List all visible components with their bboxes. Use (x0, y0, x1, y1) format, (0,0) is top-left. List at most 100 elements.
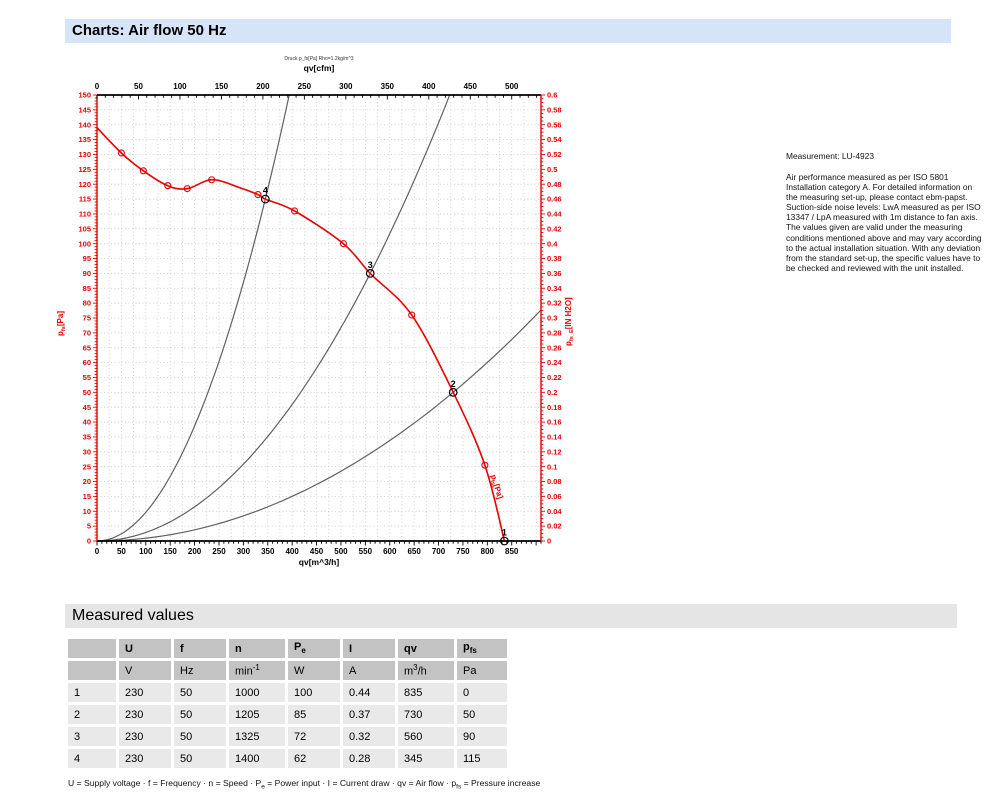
grid (97, 95, 541, 541)
airflow-chart-svg: 0510152025303540455055606570758085909510… (56, 56, 575, 567)
chart-small-title: Druck p_fs[Pa] Rho=1.2kg/m^3 (284, 56, 353, 62)
svg-text:115: 115 (79, 195, 91, 204)
svg-text:10: 10 (83, 507, 91, 516)
svg-text:0.32: 0.32 (547, 299, 562, 308)
svg-text:0.48: 0.48 (547, 180, 562, 189)
svg-text:0.5: 0.5 (547, 165, 557, 174)
svg-text:20: 20 (83, 477, 91, 486)
svg-text:75: 75 (83, 314, 91, 323)
svg-text:250: 250 (298, 82, 312, 91)
svg-text:0.04: 0.04 (547, 507, 562, 516)
svg-text:0.02: 0.02 (547, 522, 562, 531)
svg-text:0.24: 0.24 (547, 358, 562, 367)
svg-text:150: 150 (78, 91, 91, 100)
measurement-id: Measurement: LU-4923 (786, 151, 874, 161)
svg-text:0.26: 0.26 (547, 343, 562, 352)
data-point-marker (481, 461, 489, 469)
table-cell: 85 (288, 705, 340, 724)
svg-text:50: 50 (117, 547, 126, 556)
operating-point-marker-3 (365, 268, 375, 278)
column-unit: Hz (174, 661, 226, 680)
measured-values-title: Measured values (65, 604, 957, 628)
svg-text:40: 40 (83, 418, 91, 427)
column-unit: m3/h (398, 661, 454, 680)
svg-text:135: 135 (78, 135, 91, 144)
svg-text:200: 200 (188, 547, 202, 556)
bottom-axis-title: qv[m^3/h] (299, 557, 340, 567)
svg-text:0.2: 0.2 (547, 388, 557, 397)
table-cell: 50 (457, 705, 507, 724)
table-cell: 0.28 (343, 749, 395, 768)
svg-text:140: 140 (78, 120, 91, 129)
chart-titles: Druck p_fs[Pa] Rho=1.2kg/m^3qv[cfm] qv[m^… (56, 56, 575, 567)
table-cell: 1000 (229, 683, 285, 702)
svg-text:0.38: 0.38 (547, 254, 562, 263)
system-curve-3 (96, 94, 451, 542)
svg-text:0.6: 0.6 (547, 91, 557, 100)
table-cell: 730 (398, 705, 454, 724)
table-cell: 1205 (229, 705, 285, 724)
table-row: 1 230 50 1000 100 0.44 835 0 (68, 683, 507, 702)
svg-text:0: 0 (547, 537, 551, 546)
table-row: 3 230 50 1325 72 0.32 560 90 (68, 727, 507, 746)
svg-text:0.1: 0.1 (547, 462, 557, 471)
svg-text:300: 300 (339, 82, 353, 91)
svg-text:400: 400 (285, 547, 299, 556)
fan-curve-markers (117, 149, 489, 469)
column-header (68, 639, 116, 658)
column-unit: min-1 (229, 661, 285, 680)
table-row: 4 230 50 1400 62 0.28 345 115 (68, 749, 507, 768)
table-cell: 72 (288, 727, 340, 746)
data-point-marker (208, 176, 216, 184)
table-cell: 0.44 (343, 683, 395, 702)
svg-text:5: 5 (87, 522, 91, 531)
operating-point-marker-2 (448, 387, 458, 397)
legend-text: = Power input · I = Current draw · qv = … (264, 778, 457, 788)
svg-text:100: 100 (173, 82, 187, 91)
operating-point-label-2: 2 (451, 379, 456, 389)
svg-text:0.52: 0.52 (547, 150, 562, 159)
table-cell: 62 (288, 749, 340, 768)
left-axis-title: pfs[Pa] (56, 311, 67, 336)
legend-subscript: e (261, 783, 265, 791)
svg-text:45: 45 (83, 403, 91, 412)
svg-text:70: 70 (83, 328, 91, 337)
svg-text:450: 450 (310, 547, 324, 556)
table-cell: 0 (457, 683, 507, 702)
svg-text:50: 50 (134, 82, 143, 91)
data-point-marker (139, 167, 147, 175)
bottom-axis: 0 50 100 150 200 250 300 350 400 450 500 550 600 650 7… (95, 541, 542, 556)
operating-point-marker-4 (260, 194, 270, 204)
column-unit: W (288, 661, 340, 680)
svg-text:0.28: 0.28 (547, 328, 562, 337)
column-header: pfs (457, 639, 507, 658)
svg-text:0.12: 0.12 (547, 447, 562, 456)
measurement-notes: Measurement: LU-4923 Air performance mea… (786, 151, 983, 273)
svg-text:0: 0 (95, 547, 100, 556)
svg-text:0: 0 (95, 82, 100, 91)
legend-text: = Pressure increase (461, 778, 541, 788)
table-cell: 835 (398, 683, 454, 702)
top-axis: 0 50 100 150 200 250 300 350 400 450 500 (95, 82, 538, 100)
svg-text:300: 300 (237, 547, 251, 556)
table-cell: 0.37 (343, 705, 395, 724)
svg-text:100: 100 (139, 547, 153, 556)
svg-text:350: 350 (381, 82, 395, 91)
table-cell: 0.32 (343, 727, 395, 746)
table-cell: 115 (457, 749, 507, 768)
svg-text:60: 60 (83, 358, 91, 367)
table-cell: 50 (174, 683, 226, 702)
column-header: f (174, 639, 226, 658)
left-axis: 0 5 10 15 20 25 30 35 40 45 50 55 60 65 70 75 80 85 90 95 10… (78, 91, 97, 546)
data-point-marker (117, 149, 125, 157)
svg-text:550: 550 (359, 547, 373, 556)
data-point-marker (254, 191, 262, 199)
legend-text: U = Supply voltage · f = Frequency · n =… (68, 778, 262, 788)
svg-text:0.06: 0.06 (547, 492, 562, 501)
table-cell: 1325 (229, 727, 285, 746)
svg-text:800: 800 (481, 547, 495, 556)
svg-text:125: 125 (78, 165, 91, 174)
